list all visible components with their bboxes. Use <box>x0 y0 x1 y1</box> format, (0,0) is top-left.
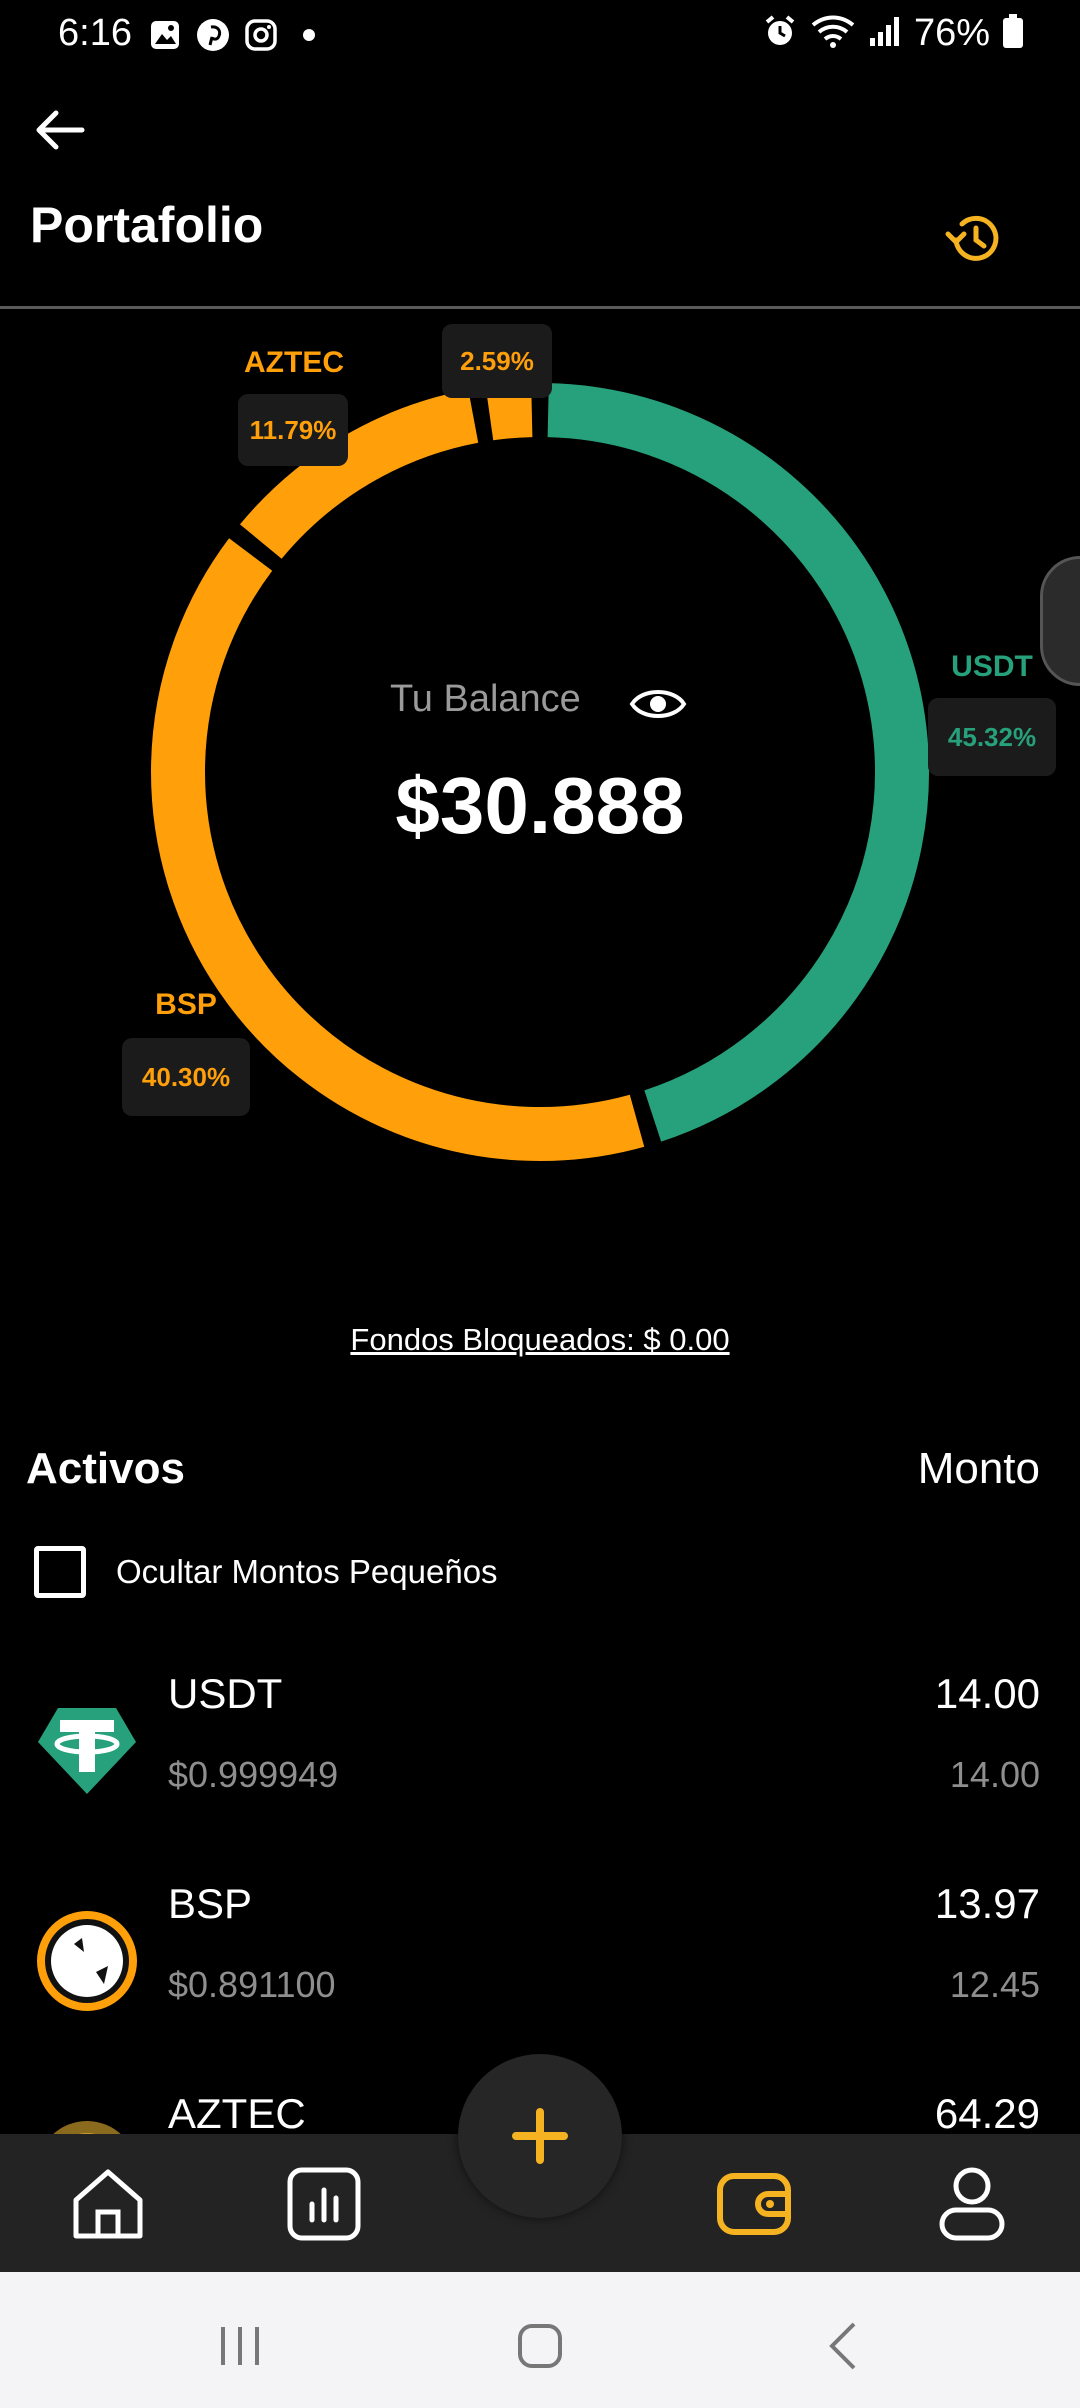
arrow-left-icon <box>36 110 85 150</box>
slice-percent-aztec: 11.79% <box>238 394 348 466</box>
home-square-icon <box>518 2324 562 2368</box>
notification-icons <box>148 18 326 52</box>
history-button[interactable] <box>940 206 1004 270</box>
slice-aztec <box>239 389 479 560</box>
nav-stats[interactable] <box>282 2162 366 2246</box>
asset-quantity: 14.00 <box>934 1670 1040 1717</box>
nav-home[interactable] <box>66 2162 150 2246</box>
battery-percent: 76% <box>913 12 990 54</box>
hide-small-checkbox[interactable] <box>34 1546 86 1598</box>
donut-chart <box>151 383 929 1161</box>
slice-percent-other: 2.59% <box>442 324 552 398</box>
battery-icon <box>1002 13 1024 54</box>
history-icon <box>945 215 999 261</box>
page-title: Portafolio <box>30 197 264 253</box>
add-button[interactable] <box>458 2054 622 2218</box>
home-icon <box>73 2169 143 2239</box>
header-divider <box>0 306 1080 309</box>
gallery-icon <box>148 18 182 52</box>
slice-usdt <box>547 383 929 1142</box>
status-bar: 6:16 76% <box>0 0 1080 80</box>
hide-small-label: Ocultar Montos Pequeños <box>116 1553 498 1590</box>
back-button[interactable] <box>30 100 90 160</box>
recents-button[interactable] <box>210 2316 270 2376</box>
recents-icon <box>221 2327 259 2365</box>
amount-header: Monto <box>917 1444 1040 1493</box>
slice-other <box>485 383 533 441</box>
wallet-icon <box>717 2173 791 2235</box>
asset-row-usdt[interactable]: USDT $0.999949 14.00 14.00 <box>0 1670 1080 1860</box>
eye-icon[interactable] <box>628 682 688 726</box>
asset-name: AZTEC <box>168 2090 306 2137</box>
locked-funds-link[interactable]: Fondos Bloqueados: $ 0.00 <box>350 1322 730 1357</box>
nav-wallet[interactable] <box>712 2162 796 2246</box>
instagram-icon <box>244 18 278 52</box>
system-nav-bar <box>0 2272 1080 2408</box>
assets-title: Activos <box>26 1444 185 1493</box>
chevron-left-icon <box>829 2322 856 2370</box>
slice-percent-bsp: 40.30% <box>122 1038 250 1116</box>
balance-value: $30.888 <box>395 761 685 850</box>
portfolio-chart: AZTEC 11.79% 2.59% USDT 45.32% BSP 40.30… <box>0 320 1080 1280</box>
profile-icon <box>939 2167 1005 2241</box>
asset-quantity: 13.97 <box>934 1880 1040 1927</box>
edge-panel-handle[interactable] <box>1040 556 1080 686</box>
signal-icon <box>868 14 902 53</box>
slice-percent-usdt: 45.32% <box>928 698 1056 776</box>
slice-label-aztec: AZTEC <box>244 346 344 379</box>
asset-price: $0.999949 <box>168 1754 339 1795</box>
asset-row-bsp[interactable]: BSP $0.891100 13.97 12.45 <box>0 1880 1080 2070</box>
chart-icon <box>287 2167 361 2241</box>
asset-name: BSP <box>168 1880 253 1927</box>
dot-icon <box>292 18 326 52</box>
slice-bsp <box>151 538 645 1161</box>
pinterest-icon <box>196 18 230 52</box>
system-status: 76% <box>762 12 1024 55</box>
tether-logo-icon <box>34 1698 140 1804</box>
asset-quantity: 64.29 <box>934 2090 1040 2137</box>
bsp-logo-icon <box>34 1908 140 2014</box>
home-system-button[interactable] <box>510 2316 570 2376</box>
hide-small-toggle[interactable]: Ocultar Montos Pequeños <box>34 1546 498 1598</box>
asset-value: 12.45 <box>949 1964 1040 2005</box>
back-system-button[interactable] <box>814 2316 874 2376</box>
asset-value: 14.00 <box>949 1754 1040 1795</box>
slice-label-bsp: BSP <box>155 988 217 1021</box>
nav-profile[interactable] <box>930 2162 1014 2246</box>
asset-price: $0.891100 <box>168 1964 336 2005</box>
balance-label: Tu Balance <box>390 678 581 720</box>
wifi-icon <box>810 13 856 54</box>
asset-name: USDT <box>168 1670 283 1717</box>
status-time: 6:16 <box>58 12 132 54</box>
alarm-icon <box>762 13 798 54</box>
plus-icon <box>512 2108 568 2164</box>
slice-label-usdt: USDT <box>951 650 1033 683</box>
